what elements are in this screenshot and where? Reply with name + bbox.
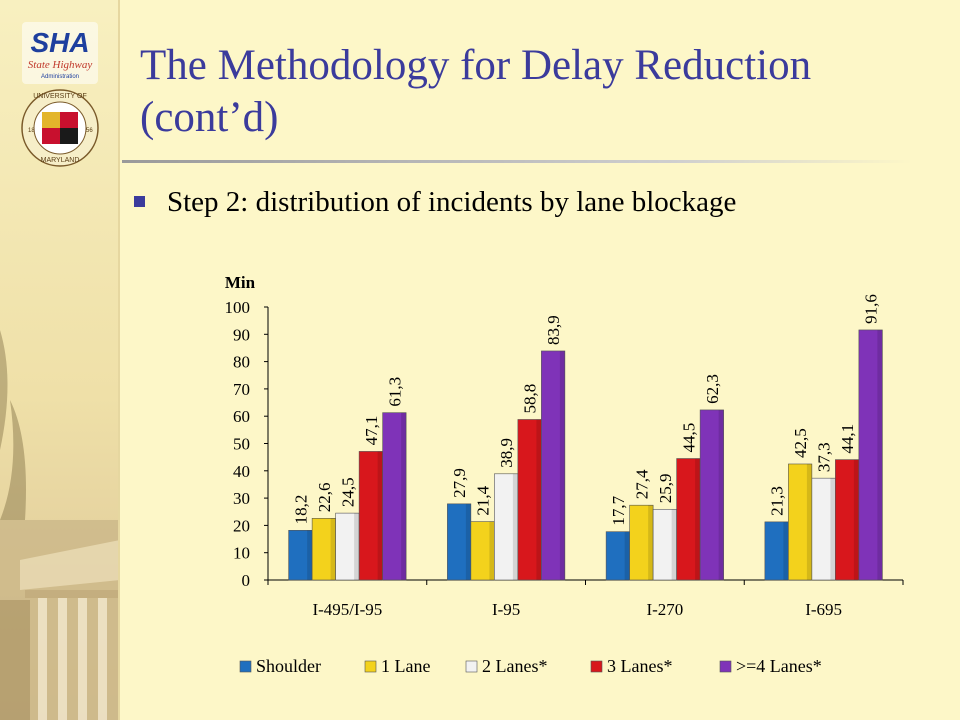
- y-tick-label: 50: [233, 435, 250, 454]
- bar-shade: [695, 458, 701, 580]
- sidebar-decoration: SHA State Highway Administration UNIVERS…: [0, 0, 120, 720]
- svg-text:18: 18: [28, 128, 35, 134]
- y-axis-label: Min: [225, 273, 256, 292]
- y-tick-label: 0: [242, 571, 251, 590]
- bullet-square-icon: [134, 195, 145, 207]
- y-tick-label: 70: [233, 380, 250, 399]
- bar-shade: [330, 518, 336, 580]
- x-tick-label: I-95: [492, 600, 520, 619]
- bar-shade: [377, 451, 383, 580]
- bar-shade: [559, 350, 565, 580]
- data-label: 47,1: [362, 416, 381, 446]
- data-label: 91,6: [862, 294, 881, 324]
- title-divider: [122, 160, 912, 163]
- legend-label: 1 Lane: [381, 656, 430, 676]
- bar-shade: [354, 513, 360, 580]
- legend-swatch: [239, 660, 252, 673]
- bullet-text: Step 2: distribution of incidents by lan…: [167, 186, 737, 218]
- svg-text:UNIVERSITY OF: UNIVERSITY OF: [33, 93, 87, 100]
- svg-text:56: 56: [86, 128, 93, 134]
- data-label: 21,4: [474, 485, 493, 515]
- x-tick-label: I-270: [646, 600, 683, 619]
- building-photo: [0, 330, 120, 720]
- data-label: 38,9: [497, 438, 516, 468]
- sidebar-art: SHA State Highway Administration UNIVERS…: [0, 22, 120, 720]
- svg-text:SHA: SHA: [30, 27, 89, 58]
- legend-label: Shoulder: [256, 656, 321, 676]
- data-label: 27,9: [450, 468, 469, 498]
- bar-shade: [648, 505, 654, 580]
- data-label: 37,3: [815, 442, 834, 472]
- y-tick-label: 30: [233, 489, 250, 508]
- x-tick-label: I-695: [805, 600, 842, 619]
- y-tick-label: 20: [233, 516, 250, 535]
- bar-shade: [401, 412, 407, 580]
- bullet-item: Step 2: distribution of incidents by lan…: [134, 186, 736, 219]
- y-tick-label: 60: [233, 407, 250, 426]
- bar: [858, 329, 883, 581]
- x-tick-label: I-495/I-95: [312, 600, 382, 619]
- bar-shade: [536, 419, 542, 580]
- legend-label: 3 Lanes*: [607, 656, 672, 676]
- data-label: 62,3: [703, 374, 722, 404]
- data-label: 44,1: [838, 424, 857, 454]
- bar-shade: [465, 503, 471, 580]
- umd-seal: UNIVERSITY OF MARYLAND 18 56: [21, 89, 99, 167]
- data-label: 17,7: [609, 495, 628, 525]
- chart-legend: Shoulder 1 Lane 2 Lanes* 3 Lanes* >=4 Lanes*: [239, 656, 822, 676]
- bar-shade: [806, 463, 812, 580]
- legend-swatch: [465, 660, 478, 673]
- sha-logo: SHA State Highway Administration: [22, 22, 98, 84]
- data-label: 22,6: [315, 483, 334, 513]
- y-tick-label: 80: [233, 353, 250, 372]
- bar-shade: [671, 509, 677, 580]
- data-label: 83,9: [544, 315, 563, 345]
- legend-label: 2 Lanes*: [482, 656, 547, 676]
- data-label: 58,8: [521, 384, 540, 414]
- bar-shade: [783, 521, 789, 580]
- y-tick-label: 40: [233, 462, 250, 481]
- bar-shade: [307, 530, 313, 580]
- data-label: 27,4: [632, 469, 651, 499]
- data-label: 42,5: [791, 428, 810, 458]
- bar-shade: [718, 409, 724, 580]
- bar: [699, 409, 724, 581]
- bar: [382, 412, 407, 581]
- bar-shade: [853, 459, 859, 580]
- data-label: 44,5: [679, 423, 698, 453]
- svg-text:State Highway: State Highway: [28, 59, 93, 71]
- bar-shade: [512, 473, 518, 580]
- y-tick-label: 100: [225, 298, 251, 317]
- plot-area: 0 10 20 30 40 50 60 70 80 90 100 Min 18,2 22,6 24,5 47,…: [225, 273, 904, 619]
- legend-label: >=4 Lanes*: [736, 656, 822, 676]
- data-label: 61,3: [385, 377, 404, 407]
- data-label: 24,5: [338, 477, 357, 507]
- slide-title: The Methodology for Delay Reduction (con…: [140, 42, 812, 141]
- bar-shade: [624, 531, 630, 580]
- legend-swatch: [590, 660, 603, 673]
- svg-text:MARYLAND: MARYLAND: [41, 157, 80, 164]
- bar-shade: [877, 329, 883, 580]
- svg-text:Administration: Administration: [41, 74, 79, 80]
- data-label: 18,2: [291, 495, 310, 525]
- y-tick-label: 90: [233, 325, 250, 344]
- legend-swatch: [719, 660, 732, 673]
- bar-shade: [489, 521, 495, 580]
- data-label: 25,9: [656, 474, 675, 504]
- bar: [541, 350, 566, 581]
- legend-swatch: [364, 660, 377, 673]
- bar-shade: [830, 478, 836, 580]
- y-tick-label: 10: [233, 544, 250, 563]
- data-label: 21,3: [768, 486, 787, 516]
